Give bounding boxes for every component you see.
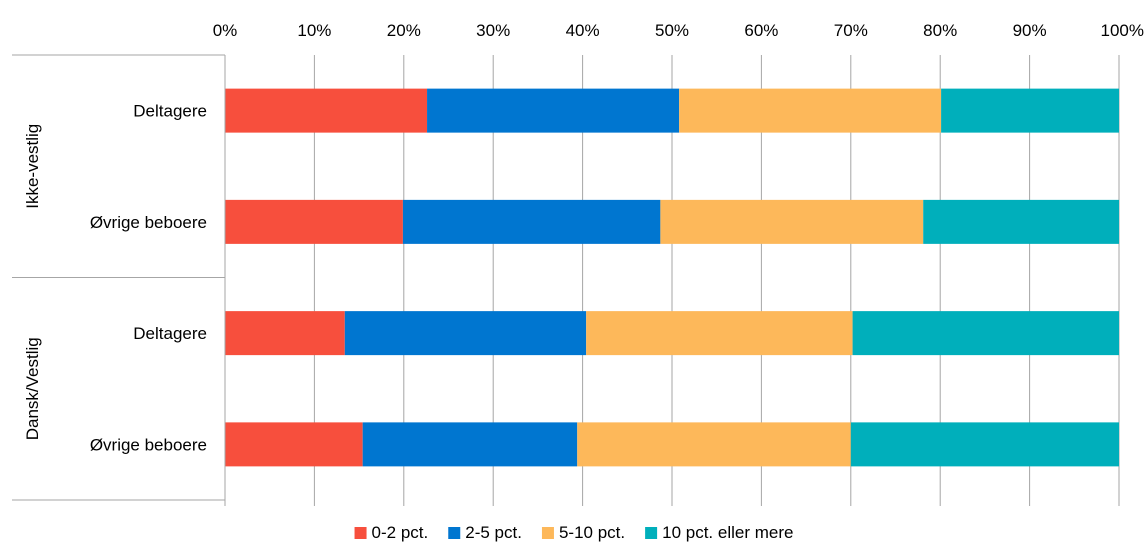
x-tick-label: 60% [744, 21, 778, 40]
legend-label: 5-10 pct. [559, 523, 625, 542]
legend-swatch [354, 527, 367, 539]
bar-segment [362, 422, 578, 467]
bar-segment [225, 199, 403, 244]
legend: 0-2 pct. 2-5 pct. 5-10 pct. 10 pct. eller m… [354, 523, 793, 542]
bar-segment [850, 422, 1119, 467]
legend-swatch [448, 527, 461, 539]
category-label: Deltagere [133, 102, 207, 121]
legend-label: 0-2 pct. [372, 523, 429, 542]
bar-segment [923, 199, 1119, 244]
category-label: Øvrige beboere [90, 213, 207, 232]
legend-label: 2-5 pct. [465, 523, 522, 542]
bar-segment [225, 422, 363, 467]
legend-swatch [541, 527, 554, 539]
x-tick-label: 100% [1101, 21, 1144, 40]
x-tick-label: 70% [834, 21, 868, 40]
x-tick-label: 90% [1013, 21, 1047, 40]
bar-segment [225, 88, 428, 133]
category-axis: Ikke-vestlig Deltagere Øvrige beboere Dansk… [12, 54, 226, 501]
group-label: Ikke-vestlig [23, 124, 42, 209]
bar-segment [225, 311, 345, 356]
x-tick-label: 20% [387, 21, 421, 40]
bar-segment [586, 311, 853, 356]
x-tick-label: 80% [923, 21, 957, 40]
x-tick-label: 40% [566, 21, 600, 40]
legend-label: 10 pct. eller mere [662, 523, 793, 542]
category-label: Deltagere [133, 324, 207, 343]
x-axis-ticks: 0% 10% 20% 30% 40% 50% 60% 70% 80% 90% 100% [213, 21, 1144, 40]
bar-segment [427, 88, 680, 133]
x-tick-label: 10% [297, 21, 331, 40]
bar-segment [344, 311, 587, 356]
x-tick-label: 30% [476, 21, 510, 40]
bar-segment [402, 199, 661, 244]
x-tick-label: 50% [655, 21, 689, 40]
bar-segment [852, 311, 1119, 356]
legend-swatch [645, 527, 658, 539]
category-label: Øvrige beboere [90, 435, 207, 454]
bar-segment [660, 199, 924, 244]
bar-segment [941, 88, 1119, 133]
group-label: Dansk/Vestlig [23, 337, 42, 440]
bar-segment [679, 88, 942, 133]
bars [225, 88, 1119, 467]
bar-segment [577, 422, 851, 467]
x-tick-label: 0% [213, 21, 238, 40]
